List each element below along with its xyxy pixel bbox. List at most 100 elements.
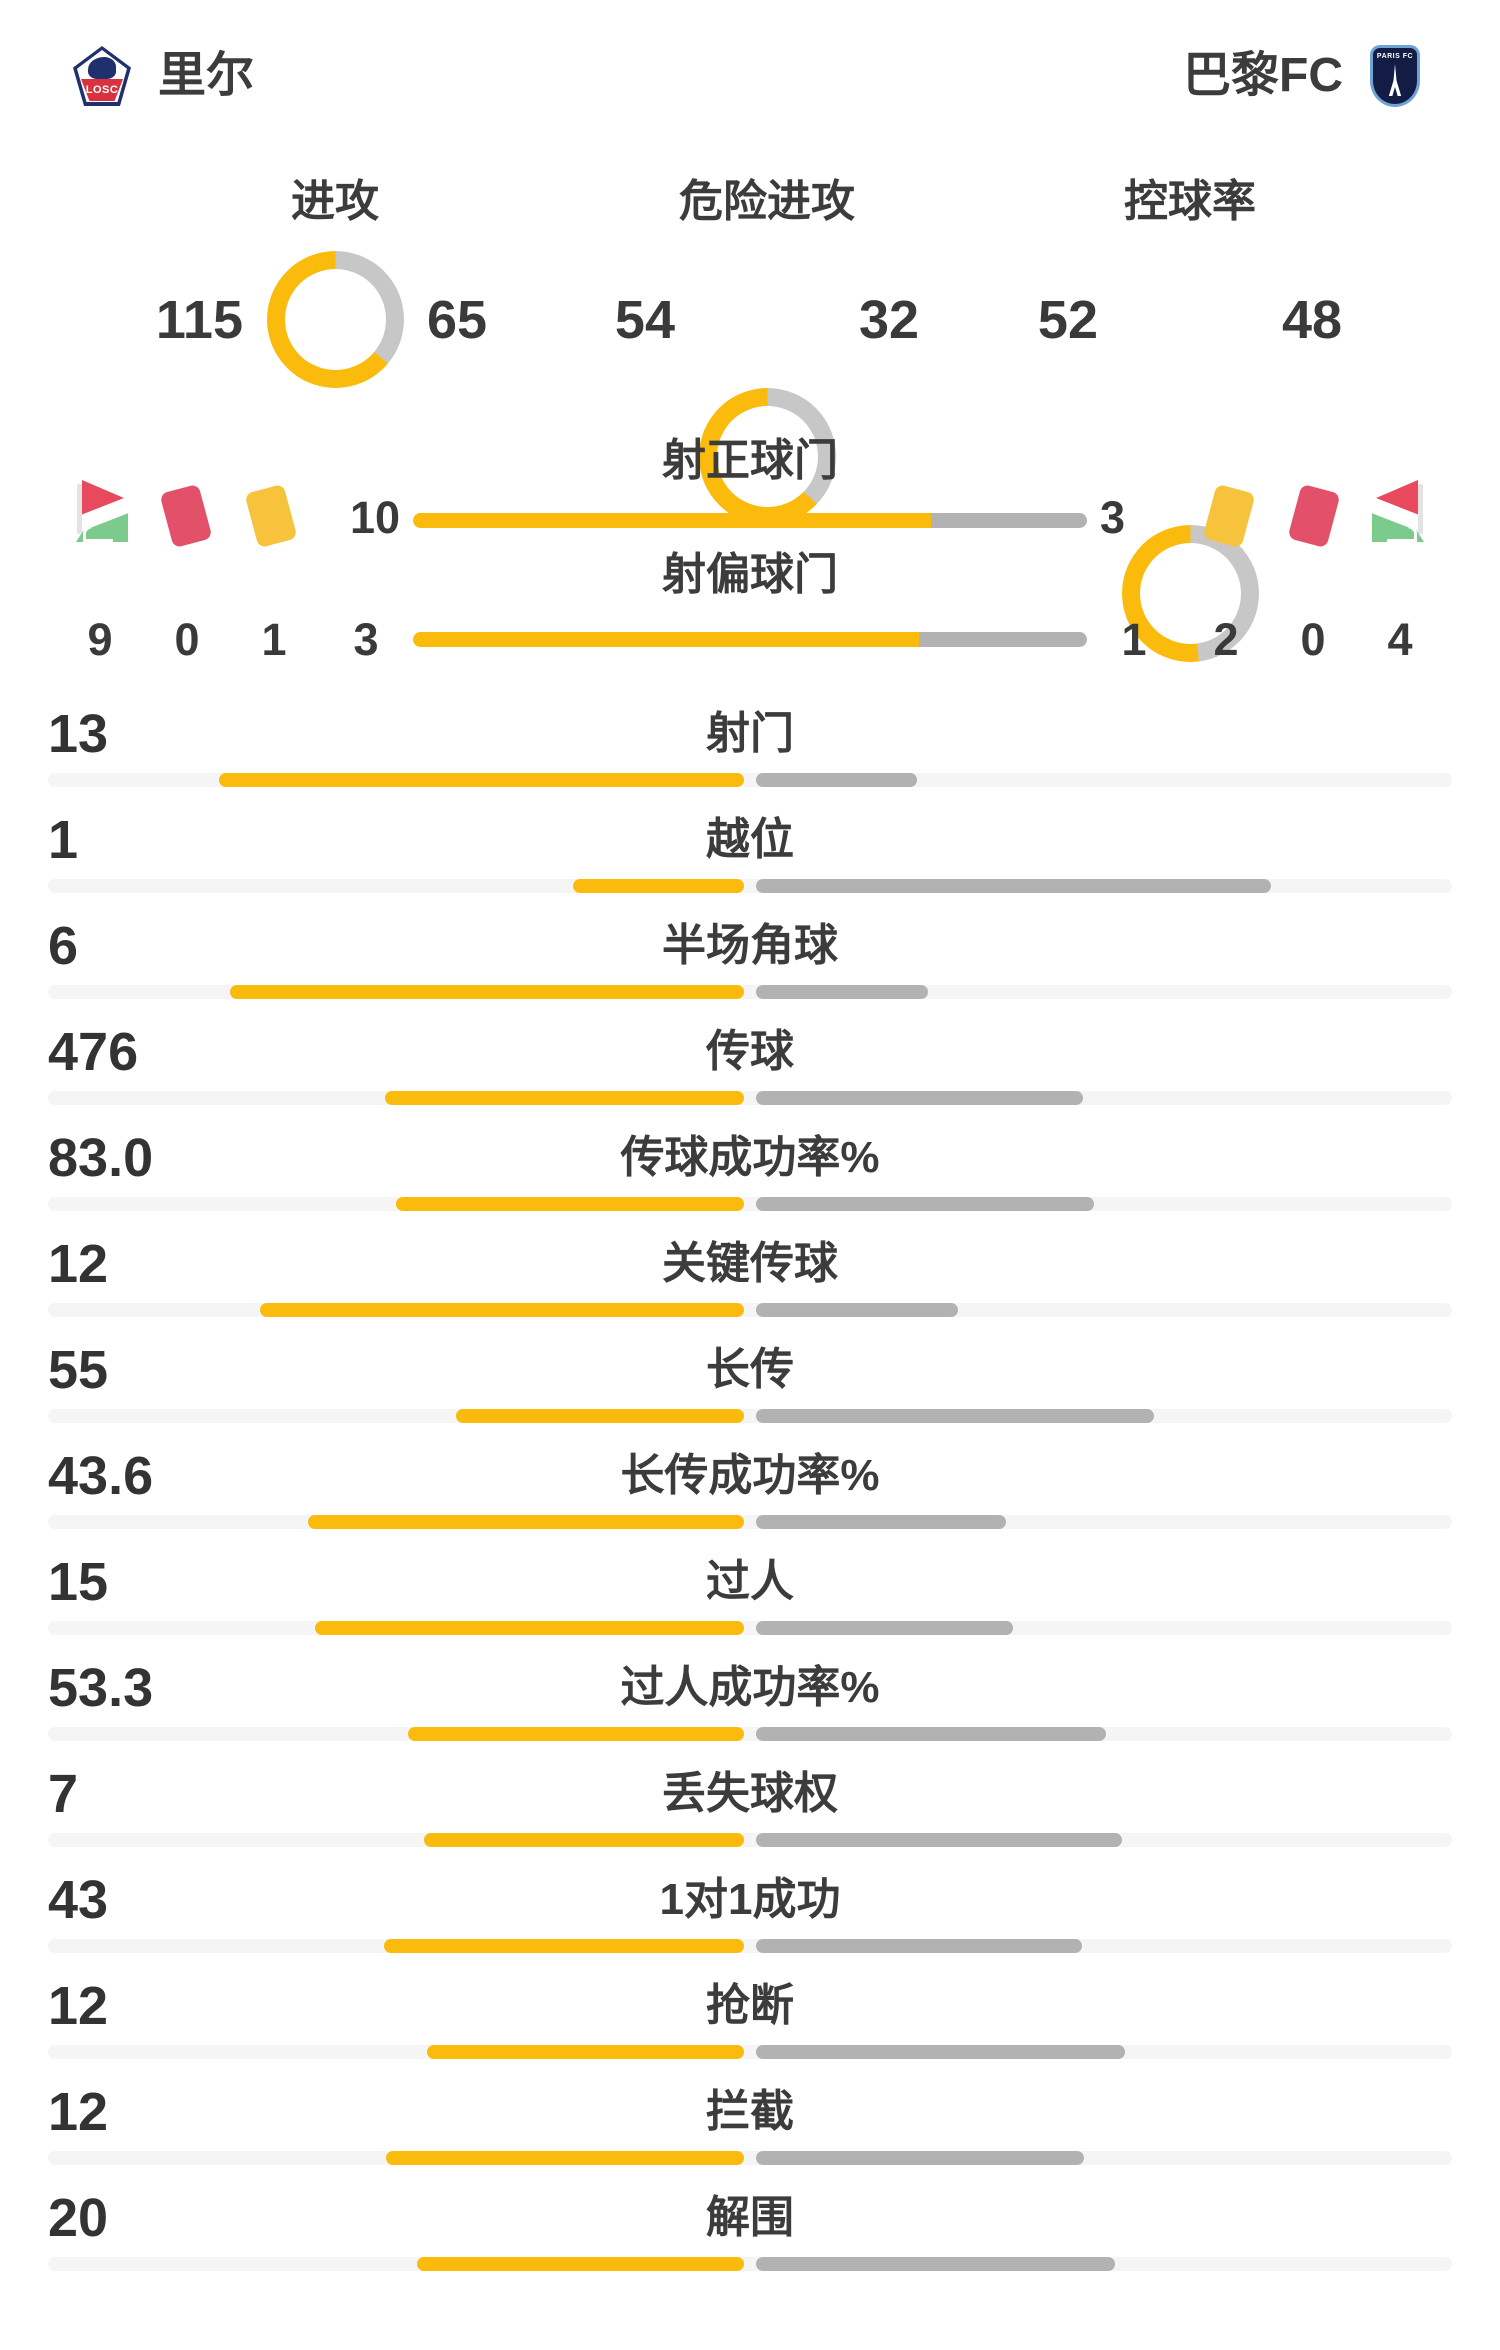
donut-charts-section: 进攻 115 65 危险进攻 54 32 控球率 52 48 xyxy=(0,0,1500,662)
away-red-cards-value: 0 xyxy=(1300,614,1326,665)
shot-bar-home-fill xyxy=(413,632,919,647)
stat-bar-away-fill xyxy=(756,879,1271,893)
home-yellow-cards-value: 1 xyxy=(261,614,287,665)
stat-home-value: 476 xyxy=(48,1022,139,1082)
stat-home-value: 55 xyxy=(48,1340,109,1400)
shot-bar-home-fill xyxy=(413,513,932,528)
shots-on-target-title: 射正球门 xyxy=(662,436,838,485)
stat-bar-home-fill xyxy=(417,2257,744,2271)
lille-mascot-icon xyxy=(88,57,116,79)
stat-home-value: 7 xyxy=(48,1764,79,1824)
home-red-cards-value: 0 xyxy=(174,614,200,665)
stat-label: 过人 xyxy=(706,1557,794,1606)
flag-pole xyxy=(77,484,82,534)
donut-hole xyxy=(284,269,386,370)
stat-label: 越位 xyxy=(706,815,794,864)
donut-home-value-2: 54 xyxy=(614,290,675,350)
donut-chart-2 xyxy=(698,388,836,525)
shots-off-target-home-value: 3 xyxy=(353,614,379,665)
stat-bar-home-fill xyxy=(385,1091,744,1105)
stat-bar-track xyxy=(48,1515,1452,1529)
flag-pennant xyxy=(1376,480,1418,516)
red-card-icon-away xyxy=(1287,483,1341,549)
stat-label: 长传 xyxy=(706,1345,794,1394)
stat-home-value: 12 xyxy=(48,1976,109,2036)
stat-bar-home-fill xyxy=(259,1303,744,1317)
donut-title-2: 危险进攻 xyxy=(679,177,855,226)
stat-label: 丢失球权 xyxy=(662,1769,838,1818)
stat-bar-track xyxy=(48,1197,1452,1211)
stat-bar-away-fill xyxy=(756,1409,1154,1423)
home-team-crest: LOSC xyxy=(73,46,131,106)
stat-home-value: 53.3 xyxy=(48,1658,154,1718)
stat-bar-away-fill xyxy=(756,1833,1122,1847)
shot-bar xyxy=(413,513,1087,528)
stat-bar-home-fill xyxy=(315,1621,744,1635)
stat-home-value: 20 xyxy=(48,2188,109,2248)
stat-bar-home-fill xyxy=(395,1197,744,1211)
stat-label: 解围 xyxy=(706,2193,794,2242)
donut-title-3: 控球率 xyxy=(1124,177,1256,226)
donut-home-value-1: 115 xyxy=(155,290,243,350)
donut-chart-1 xyxy=(266,251,404,388)
home-team-name: 里尔 xyxy=(158,49,255,102)
donut-away-value-1: 65 xyxy=(427,290,488,350)
stat-label: 拦截 xyxy=(706,2087,794,2136)
stat-home-value: 83.0 xyxy=(48,1128,154,1188)
donut-away-value-3: 48 xyxy=(1282,290,1343,350)
stat-bar-track xyxy=(48,2045,1452,2059)
flag-pennant xyxy=(82,480,124,515)
away-yellow-cards-value: 2 xyxy=(1213,614,1239,665)
stat-home-value: 13 xyxy=(48,704,109,764)
shots-off-target-title: 射偏球门 xyxy=(662,550,838,599)
stat-bar-track xyxy=(48,2151,1452,2165)
stat-label: 传球 xyxy=(706,1027,794,1076)
shot-bar-away-fill xyxy=(918,632,1087,647)
donut-hole xyxy=(1139,543,1241,644)
flag-corner-arc xyxy=(83,525,92,542)
stat-bar-away-fill xyxy=(756,1939,1083,1953)
stat-bar-home-fill xyxy=(229,985,744,999)
eiffel-tower-icon xyxy=(1388,64,1402,96)
stat-bar-home-fill xyxy=(423,1833,744,1847)
stat-label: 传球成功率% xyxy=(620,1133,880,1182)
stat-home-value: 6 xyxy=(48,916,79,976)
stat-label: 半场角球 xyxy=(662,921,838,970)
stat-bar-away-fill xyxy=(756,1197,1094,1211)
donut-hole xyxy=(716,406,818,507)
stat-bar-track xyxy=(48,1727,1452,1741)
stat-bar-track xyxy=(48,1939,1452,1953)
stat-home-value: 15 xyxy=(48,1552,109,1612)
away-corners-value: 4 xyxy=(1387,614,1413,665)
home-crest-text: LOSC xyxy=(85,84,119,96)
stat-bar-away-fill xyxy=(756,1515,1006,1529)
stat-bar-away-fill xyxy=(756,1621,1014,1635)
stat-label: 过人成功率% xyxy=(620,1663,880,1712)
donut-title-1: 进攻 xyxy=(291,177,379,226)
stat-label: 射门 xyxy=(706,709,794,758)
stat-bar-away-fill xyxy=(756,773,918,787)
stat-bar-track xyxy=(48,1091,1452,1105)
away-crest-text: PARIS FC xyxy=(1376,53,1414,60)
stat-home-value: 1 xyxy=(48,810,79,870)
red-card-icon-home xyxy=(159,483,213,549)
flag-base-line xyxy=(83,539,113,542)
stat-bar-away-fill xyxy=(756,2151,1085,2165)
stat-bar-home-fill xyxy=(572,879,744,893)
stat-bar-away-fill xyxy=(756,1091,1084,1105)
stat-bar-home-fill xyxy=(308,1515,744,1529)
stat-label: 1对1成功 xyxy=(659,1875,841,1924)
home-corners-value: 9 xyxy=(87,614,113,665)
stat-bar-away-fill xyxy=(756,2257,1116,2271)
stat-bar-home-fill xyxy=(408,1727,744,1741)
away-team-name: 巴黎FC xyxy=(1183,49,1343,102)
stat-bar-home-fill xyxy=(384,1939,744,1953)
corner-flag-icon xyxy=(67,479,129,545)
stat-bar-home-fill xyxy=(386,2151,744,2165)
stat-label: 抢断 xyxy=(706,1981,794,2030)
stat-label: 关键传球 xyxy=(662,1239,838,1288)
shots-off-target-away-value: 1 xyxy=(1121,614,1147,665)
stat-home-value: 12 xyxy=(48,2082,109,2142)
shot-bar xyxy=(413,632,1087,647)
